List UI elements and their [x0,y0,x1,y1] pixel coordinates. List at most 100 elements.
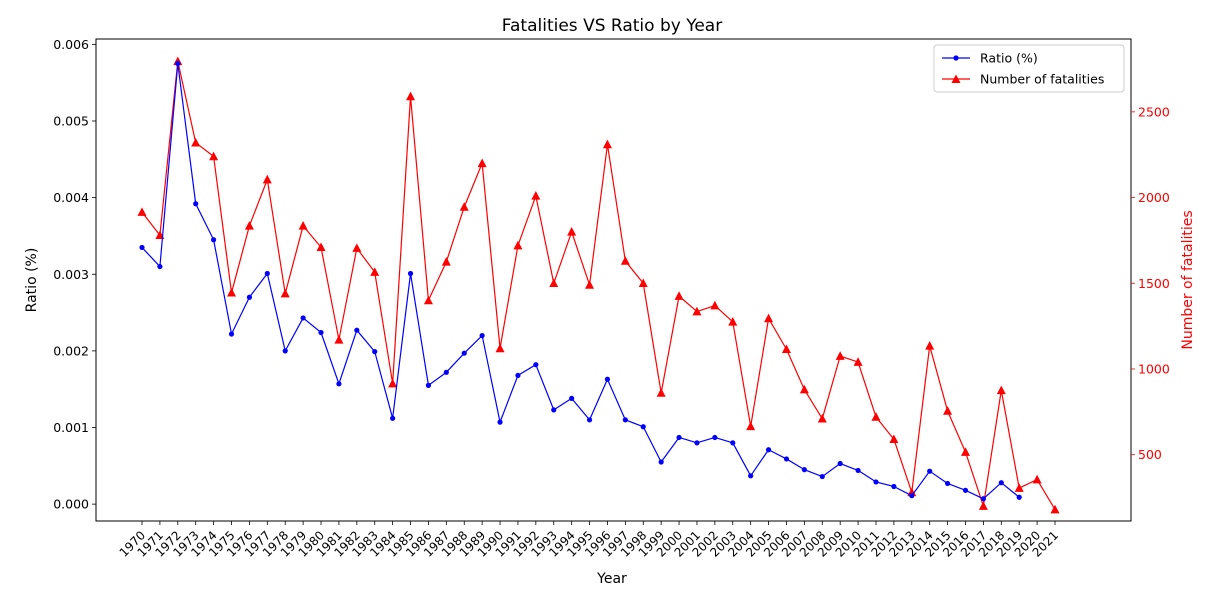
ratio-point [282,348,288,354]
fatalities-point [209,151,219,161]
ratio-point [425,382,432,388]
fatalities-point [316,242,326,252]
legend-fatalities-label: Number of fatalities [980,72,1104,87]
ratio-point [443,369,449,375]
fatalities-point [728,317,738,326]
ratio-point [980,496,986,502]
fatalities-point [477,158,487,168]
ratio-point [748,473,754,479]
legend-fatalities-marker [951,74,961,83]
fatalities-point [943,406,953,415]
y-right-tick-label: 1000 [1138,361,1170,376]
fatalities-point [817,413,827,423]
fatalities-point [549,278,559,288]
legend-ratio-label: Ratio (%) [980,51,1038,66]
ratio-point [318,329,324,336]
fatalities-point [674,291,684,300]
ratio-point [765,447,772,453]
y-axis-right: 500 1000 1500 2000 2500 [1131,104,1170,462]
fatalities-point [960,447,970,456]
chart-title: Fatalities VS Ratio by Year [502,16,722,36]
ratio-point [175,60,181,67]
legend: Ratio (%) Number of fatalities [933,44,1125,93]
ratio-point [819,473,825,480]
fatalities-point [692,306,702,316]
fatalities-point [334,335,344,344]
ratio-point [336,381,342,387]
fatalities-point [137,207,147,216]
y-left-tick-label: 0.004 [53,190,89,205]
y-right-tick-label: 500 [1138,447,1162,462]
fatalities-point [1050,504,1060,514]
y-right-tick-label: 2000 [1138,190,1170,205]
ratio-point [407,270,414,277]
ratio-point [873,479,879,485]
x-axis-label: Year [596,571,627,587]
ratio-point [998,480,1004,486]
ratio-point [533,362,539,368]
fatalities-point [764,313,774,323]
ratio-point [390,415,396,421]
fatalities-point [710,300,720,310]
fatalities-point [1014,483,1024,492]
ratio-point [640,424,646,430]
fatalities-point [781,344,791,354]
fatalities-point [602,139,612,149]
ratio-point [676,434,682,441]
ratio-point [193,201,199,207]
fatalities-point [889,434,899,444]
fatalities-point [656,388,666,397]
fatalities-point [262,174,272,184]
y-left-tick-label: 0.002 [53,343,89,358]
ratio-point [586,417,593,423]
ratio-point [944,480,951,487]
fatalities-point [280,288,290,298]
fatalities-point [978,501,988,510]
ratio-point [712,434,718,441]
ratio-line [141,62,1020,500]
legend-ratio-marker [953,55,959,61]
fatalities-point [244,221,254,230]
ratio-point [694,440,700,446]
ratio-point [855,467,861,474]
fatalities-point [441,257,451,266]
ratio-point [157,263,163,270]
fatalities-point [799,384,809,394]
y-axis-right-label: Number of fatalities [1180,210,1196,349]
ratio-point [730,440,736,446]
plot-frame [95,38,1132,522]
fatalities-point [871,412,881,421]
ratio-point [515,372,521,379]
fatalities-point [298,221,308,230]
fatalities-point [1032,474,1042,484]
ratio-point [497,419,503,425]
fatalities-point [406,91,416,101]
ratio-series [139,60,1022,502]
ratio-point [622,417,628,423]
ratio-point [551,407,557,413]
ratio-point [783,456,790,462]
fatalities-line [141,60,1056,510]
fatalities-point [531,191,541,200]
y-left-tick-label: 0.005 [53,113,89,128]
ratio-point [658,459,664,465]
ratio-point [354,327,360,333]
fatalities-point [459,202,469,211]
y-left-tick-label: 0.003 [53,267,89,282]
fatalities-point [638,278,648,288]
fatalities-point [925,341,935,350]
ratio-point [962,487,969,493]
fatalities-point [495,343,505,353]
y-left-tick-label: 0.000 [53,497,89,512]
fatalities-point [352,243,362,252]
fatalities-point [191,137,201,147]
fatalities-series [137,56,1060,514]
ratio-point [569,395,575,401]
ratio-point [264,270,270,277]
ratio-point [909,493,915,499]
ratio-point [927,468,933,474]
ratio-point [604,376,611,382]
ratio-point [246,294,253,300]
fatalities-point [513,240,523,250]
